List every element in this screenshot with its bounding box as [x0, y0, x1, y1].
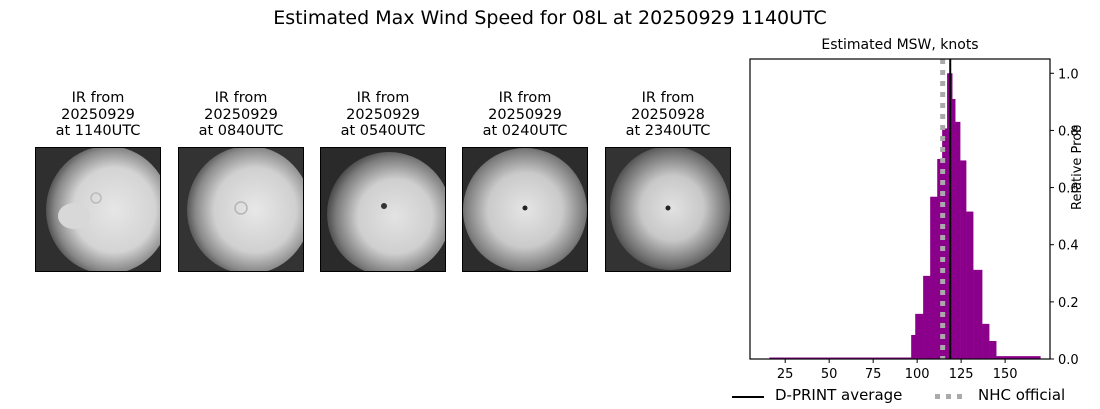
x-tick-label: 50 — [821, 367, 838, 382]
histogram-bar — [952, 99, 956, 359]
histogram-plot: 25 50 75 100 125 150 0.0 0.2 0.4 0.6 0.8 1.0 — [749, 58, 1079, 382]
histogram-bar — [930, 196, 938, 359]
ir-caption-line: IR from — [356, 90, 410, 106]
histogram-bar — [937, 159, 943, 359]
x-tick-label: 75 — [865, 367, 882, 382]
histogram-bar — [942, 128, 948, 359]
plot-frame — [749, 58, 1051, 360]
ir-caption-time: at 1140UTC — [55, 123, 141, 139]
histogram-bar — [955, 121, 961, 359]
ir-satellite-image — [462, 147, 588, 272]
ir-caption: IR from 20250929 at 1140UTC — [15, 90, 181, 140]
ir-caption-line: IR from — [71, 90, 125, 106]
y-tick-label: 0.4 — [1058, 239, 1079, 254]
y-tick-label: 0.8 — [1058, 124, 1079, 139]
x-tick-label: 150 — [993, 367, 1018, 382]
ir-caption-date: 20250929 — [204, 106, 278, 123]
histogram-bar — [769, 357, 912, 359]
solid-line-icon — [732, 396, 764, 398]
y-axis-label: Relative Prob — [1070, 124, 1085, 210]
ir-satellite-image — [178, 147, 304, 272]
ir-caption: IR from 20250929 at 0840UTC — [158, 90, 324, 140]
ir-caption-time: at 2340UTC — [625, 123, 711, 139]
ir-caption: IR from 20250929 at 0540UTC — [300, 90, 466, 140]
dotted-line-icon — [935, 394, 967, 399]
ir-caption-time: at 0840UTC — [198, 123, 284, 139]
ir-caption: IR from 20250928 at 2340UTC — [585, 90, 751, 140]
histogram-bar — [911, 335, 916, 359]
ir-caption-date: 20250928 — [631, 106, 705, 123]
x-tick-label: 25 — [777, 367, 794, 382]
histogram-bar — [966, 211, 974, 359]
histogram-bar — [989, 341, 997, 359]
y-tick-label: 0.2 — [1058, 296, 1079, 311]
ir-caption-date: 20250929 — [346, 106, 420, 123]
ir-caption-time: at 0540UTC — [340, 123, 426, 139]
histogram-bar — [960, 160, 967, 359]
histogram-bar — [982, 323, 990, 359]
chart-title: Estimated MSW, knots — [821, 37, 979, 53]
ir-satellite-image — [320, 147, 446, 272]
ir-satellite-image — [605, 147, 731, 272]
figure-title: Estimated Max Wind Speed for 08L at 2025… — [273, 7, 827, 29]
y-tick-label: 0.6 — [1058, 182, 1079, 197]
legend-label: D-PRINT average — [775, 386, 903, 404]
ir-caption-time: at 0240UTC — [482, 123, 568, 139]
ir-caption-date: 20250929 — [488, 106, 562, 123]
legend-label: NHC official — [978, 386, 1066, 404]
histogram-bar — [973, 269, 983, 359]
histogram-bar — [996, 356, 1041, 359]
y-tick-label: 1.0 — [1058, 67, 1079, 82]
ir-caption-line: IR from — [641, 90, 695, 106]
ir-caption-line: IR from — [214, 90, 268, 106]
ir-caption: IR from 20250929 at 0240UTC — [442, 90, 608, 140]
x-tick-label: 100 — [905, 367, 930, 382]
histogram-bar — [923, 275, 931, 359]
histogram-bar — [915, 313, 924, 359]
ir-caption-date: 20250929 — [61, 106, 135, 123]
ir-caption-line: IR from — [498, 90, 552, 106]
histogram-svg: 25 50 75 100 125 150 0.0 0.2 0.4 0.6 0.8 1.0 — [749, 58, 1079, 382]
y-tick-label: 0.0 — [1058, 353, 1079, 368]
ir-satellite-image — [35, 147, 161, 272]
x-tick-label: 125 — [949, 367, 974, 382]
